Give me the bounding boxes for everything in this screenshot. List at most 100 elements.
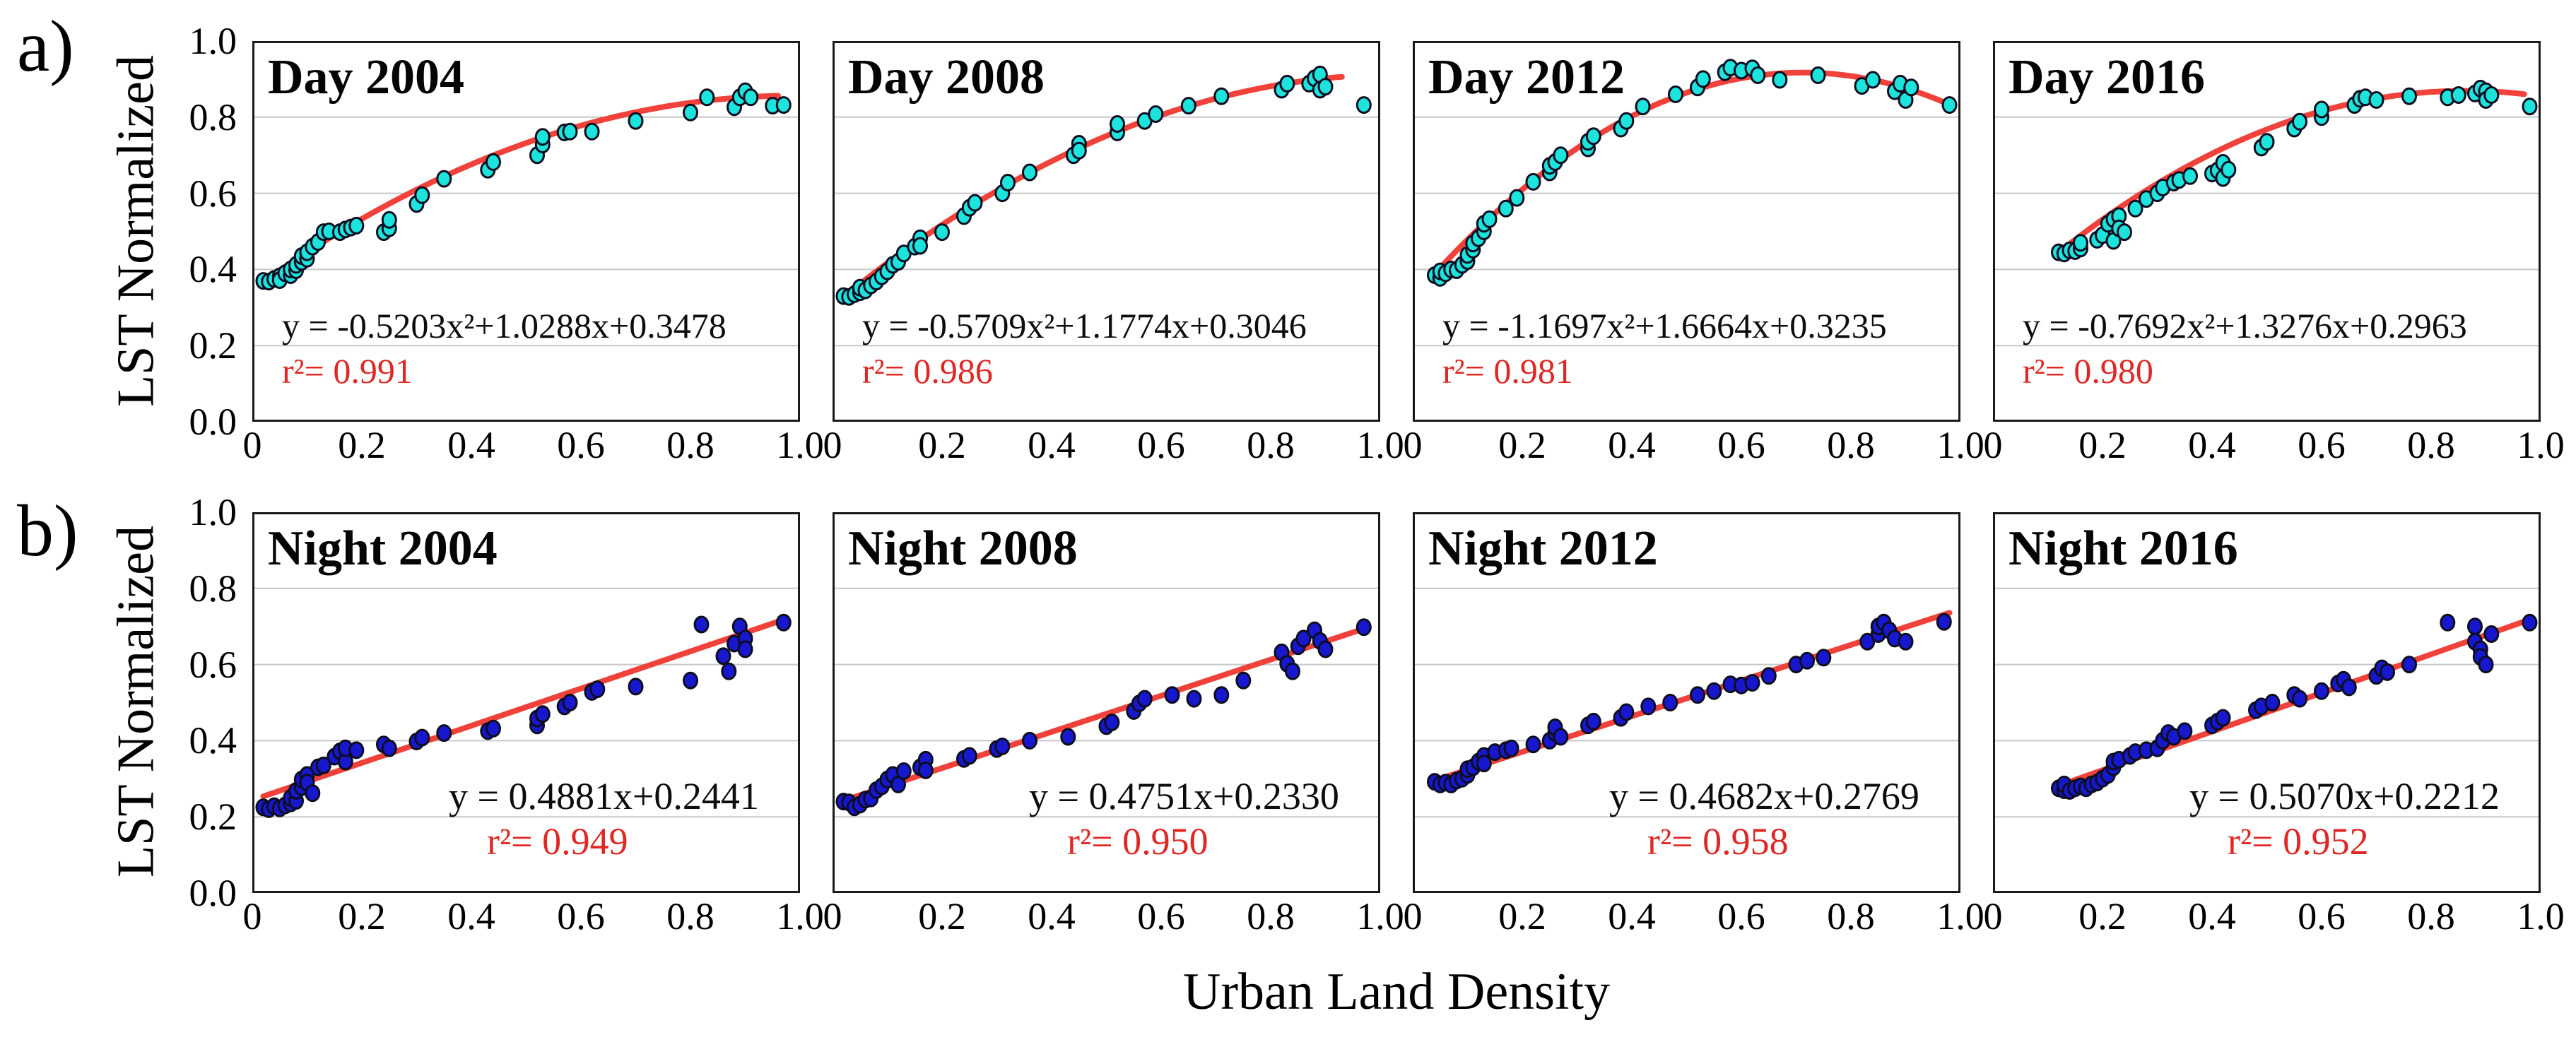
data-point — [2117, 223, 2132, 242]
data-point — [2264, 694, 2281, 711]
equation-label: y = -0.7692x²+1.3276x+0.2963 — [2023, 306, 2467, 345]
data-point — [1618, 703, 1635, 721]
x-tick-labels: 0 0.2 0.4 0.6 0.8 1.0 — [823, 424, 1404, 466]
x-tick-label: 0 — [823, 424, 842, 466]
data-point — [2314, 100, 2329, 119]
data-point — [1859, 632, 1876, 651]
data-point — [1941, 96, 1958, 114]
r2-label: r²= 0.952 — [2228, 820, 2369, 863]
data-point — [743, 88, 759, 107]
x-axis-label: Urban Land Density — [1182, 963, 1611, 1021]
data-point — [315, 756, 331, 774]
data-point — [1060, 728, 1076, 746]
x-tick-labels: 0 0.2 0.4 0.6 0.8 1.0 — [823, 895, 1404, 937]
x-tick-label: 1.0 — [1356, 424, 1404, 466]
data-point — [305, 784, 321, 803]
x-tick-label: 0.8 — [1247, 424, 1295, 466]
data-point — [1355, 618, 1372, 637]
data-point — [2522, 613, 2538, 632]
panel-title: Night 2016 — [2009, 521, 2238, 576]
data-point — [1317, 640, 1334, 658]
y-tick-label: 0.6 — [189, 172, 237, 215]
data-point — [1635, 97, 1651, 116]
data-point — [1618, 112, 1635, 130]
x-tick-label: 1.0 — [1936, 424, 1984, 466]
data-point — [2450, 86, 2466, 104]
x-tick-label: 0.2 — [2078, 895, 2127, 937]
y-tick-column-b: 0.0 0.2 0.4 0.6 0.8 1.0 — [152, 491, 244, 914]
data-point — [348, 216, 365, 235]
gridlines — [254, 116, 798, 347]
data-point — [1525, 172, 1541, 191]
data-point — [721, 662, 737, 680]
plot-border — [833, 512, 1380, 893]
y-tick-column-a: 0.0 0.2 0.4 0.6 0.8 1.0 — [152, 20, 244, 443]
gridlines — [835, 116, 1378, 347]
x-tick-labels: 0 0.2 0.4 0.6 0.8 1.0 — [1984, 424, 2565, 466]
equation-label: y = 0.4881x+0.2441 — [449, 775, 759, 817]
data-point — [1481, 210, 1498, 228]
y-tick-label: 0.8 — [189, 567, 237, 610]
data-point — [1750, 66, 1766, 84]
x-tick-label: 0.2 — [1498, 424, 1546, 466]
panel-title: Day 2004 — [268, 50, 464, 105]
data-point — [934, 223, 950, 242]
data-point — [1668, 85, 1683, 103]
data-point — [589, 680, 606, 699]
x-tick-label: 0.6 — [1137, 895, 1185, 937]
data-point — [562, 694, 578, 711]
y-tick-label: 0.8 — [189, 95, 237, 138]
panel-day-2012: Day 2012 y = -1.1697x²+1.6664x+0.3235 r²… — [1404, 41, 1984, 466]
data-point — [1110, 115, 1125, 133]
data-point — [2467, 617, 2483, 636]
plot-border — [1413, 512, 1960, 893]
data-point — [1355, 96, 1372, 114]
data-point — [2259, 133, 2275, 151]
data-point — [1690, 686, 1705, 704]
scatter-points — [255, 613, 792, 818]
x-tick-label: 0.8 — [666, 424, 714, 466]
x-tick-labels: 0 0.2 0.4 0.6 0.8 1.0 — [1404, 424, 1984, 466]
panel-title: Day 2008 — [848, 50, 1045, 105]
data-point — [1509, 189, 1525, 207]
scatter-points — [1427, 59, 1958, 287]
data-point — [961, 747, 977, 765]
x-tick-label: 0.6 — [2298, 895, 2346, 937]
data-point — [2341, 678, 2357, 697]
gridlines — [1995, 587, 2539, 818]
data-point — [1317, 78, 1334, 96]
data-point — [2483, 86, 2500, 104]
data-point — [1525, 735, 1541, 754]
equation-label: y = -0.5709x²+1.1774x+0.3046 — [862, 306, 1307, 345]
data-point — [1799, 651, 1815, 670]
data-point — [486, 153, 501, 171]
data-point — [1503, 739, 1519, 757]
row-label-b: b) — [17, 490, 78, 572]
x-tick-label: 0.2 — [2078, 424, 2127, 466]
panel-day-2004: Day 2004 y = -0.5203x²+1.0288x+0.3478 r²… — [243, 41, 824, 466]
data-point — [2182, 167, 2198, 185]
data-point — [1213, 87, 1230, 105]
data-point — [2440, 613, 2456, 632]
x-tick-label: 0 — [1404, 424, 1423, 466]
panel-night-2016: Night 2016 y = 0.5070x+0.2212 r²= 0.952 … — [1984, 512, 2565, 937]
data-point — [895, 762, 912, 780]
data-point — [1022, 731, 1037, 750]
x-tick-label: 0.8 — [2407, 895, 2455, 937]
data-point — [775, 96, 792, 114]
equation-label: y = -0.5203x²+1.0288x+0.3478 — [282, 306, 727, 345]
gridlines — [1415, 116, 1958, 347]
x-tick-label: 0.4 — [1028, 424, 1076, 466]
data-point — [2522, 97, 2538, 116]
data-point — [1553, 146, 1569, 165]
data-point — [1186, 690, 1202, 708]
panel-night-2008: Night 2008 y = 0.4751x+0.2330 r²= 0.950 … — [823, 512, 1404, 937]
x-tick-label: 0.2 — [338, 424, 386, 466]
data-point — [2073, 234, 2088, 252]
data-point — [1148, 105, 1164, 123]
data-point — [2401, 87, 2417, 105]
data-point — [1000, 174, 1016, 191]
panel-title: Day 2016 — [2009, 50, 2205, 105]
data-point — [436, 170, 452, 188]
x-tick-label: 0.4 — [447, 895, 495, 937]
